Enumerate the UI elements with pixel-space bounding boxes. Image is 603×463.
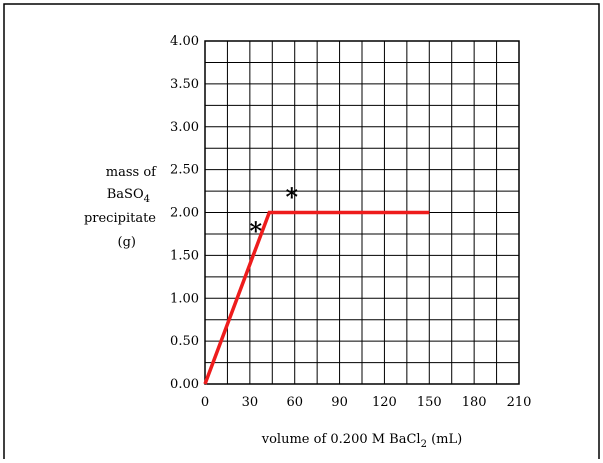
asterisk-annotation: * xyxy=(250,217,263,246)
x-tick-label: 120 xyxy=(372,395,397,410)
y-axis-title-line-4: (g) xyxy=(118,235,136,250)
y-tick-label: 0.50 xyxy=(170,334,199,349)
x-tick-label: 150 xyxy=(417,395,442,410)
y-tick-label: 3.50 xyxy=(170,77,199,92)
plot-area-border xyxy=(204,40,520,385)
y-axis-title: mass of BaSO4 precipitate (g) xyxy=(84,165,157,250)
y-tick-label: 2.00 xyxy=(170,206,199,221)
asterisk-annotation: * xyxy=(285,182,298,211)
y-tick-label: 0.00 xyxy=(170,377,199,392)
x-tick-label: 0 xyxy=(201,395,209,410)
x-tick-label: 180 xyxy=(462,395,487,410)
y-tick-label: 4.00 xyxy=(170,34,199,49)
y-axis-title-line-2: BaSO4 xyxy=(107,187,150,205)
y-axis-title-line-1: mass of xyxy=(106,165,157,180)
annotations: ** xyxy=(250,182,299,245)
x-tick-label: 90 xyxy=(331,395,348,410)
x-tick-label: 30 xyxy=(242,395,259,410)
plot-frame xyxy=(204,40,520,385)
x-tick-label: 210 xyxy=(507,395,532,410)
figure-border xyxy=(3,3,600,463)
y-tick-label: 1.50 xyxy=(170,248,199,263)
x-tick-label: 60 xyxy=(286,395,303,410)
series-line xyxy=(203,210,430,385)
y-tick-label: 2.50 xyxy=(170,163,199,178)
y-tick-labels: 0.00 0.50 1.00 1.50 2.00 2.50 3.00 3.50 4.00 xyxy=(170,34,199,392)
x-tick-labels: 0 30 60 90 120 150 180 210 xyxy=(201,395,532,410)
y-tick-label: 1.00 xyxy=(170,291,199,306)
y-axis-title-line-3: precipitate xyxy=(84,211,156,226)
x-axis-title: volume of 0.200 M BaCl2 (mL) xyxy=(261,432,462,450)
grid xyxy=(204,40,520,385)
data-series xyxy=(203,210,430,385)
y-tick-label: 3.00 xyxy=(170,120,199,135)
